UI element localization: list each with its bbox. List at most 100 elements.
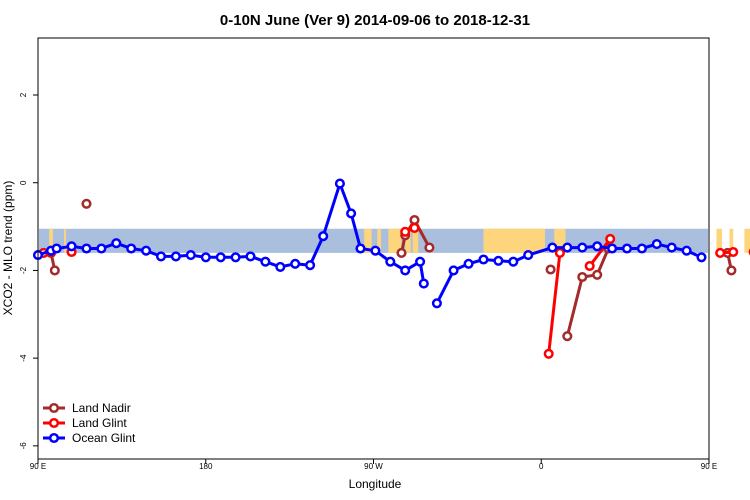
ocean-glint-point — [185, 250, 196, 261]
legend-swatch-marker — [48, 432, 60, 444]
chart-title: 0-10N June (Ver 9) 2014-09-06 to 2018-12… — [220, 12, 530, 29]
legend-label: Land Glint — [72, 416, 127, 430]
land-nadir-point — [49, 265, 60, 276]
legend-swatch-marker — [48, 417, 60, 429]
ocean-glint-point — [621, 243, 633, 254]
ocean-glint-point — [305, 260, 316, 271]
land-patch — [554, 228, 566, 253]
land-patch — [388, 228, 402, 253]
x-tick-label: 0 — [539, 462, 544, 471]
land-nadir-point — [726, 265, 737, 276]
ocean-glint-point — [275, 261, 286, 272]
ocean-glint-point — [245, 251, 256, 262]
legend-label: Land Nadir — [72, 401, 131, 415]
y-axis-label: XCO2 - MLO trend (ppm) — [1, 181, 15, 316]
land-nadir-line — [565, 247, 610, 337]
ocean-glint-point — [230, 252, 241, 263]
y-tick-label: -6 — [19, 442, 28, 450]
ocean-glint-point — [415, 256, 426, 267]
ocean-glint-point — [562, 242, 573, 253]
land-patch — [412, 228, 419, 253]
ocean-glint-point — [111, 238, 122, 249]
ocean-glint-point — [448, 265, 459, 276]
land-glint-point — [728, 246, 739, 258]
y-axis: 2 0 -2 -4 -6 — [19, 92, 38, 449]
land-patch — [364, 228, 372, 253]
ocean-glint-point — [318, 231, 329, 242]
ocean-glint-point — [290, 258, 301, 269]
legend-swatch-marker — [48, 402, 60, 414]
land-patch — [744, 228, 750, 253]
x-tick-label: 90 W — [364, 462, 383, 471]
x-tick-label: 90 E — [701, 462, 717, 471]
ocean-glint-point — [418, 278, 429, 289]
legend-label: Ocean Glint — [72, 431, 136, 445]
plot-frame — [37, 37, 710, 460]
ocean-glint-point — [636, 243, 647, 254]
land-glint-point — [584, 260, 595, 272]
land-nadir-point — [562, 331, 573, 342]
plot-background — [39, 228, 750, 253]
land-patch — [405, 228, 411, 253]
land-patch — [483, 228, 545, 253]
x-axis: 90 E 180 90 W 0 90 E — [30, 459, 717, 471]
land-nadir-point — [409, 214, 420, 226]
ocean-glint-point — [508, 256, 519, 267]
legend-item-land-glint: Land Glint — [43, 416, 127, 430]
ocean-glint-point — [577, 242, 588, 253]
ocean-glint-point — [66, 241, 77, 252]
ocean-glint-point — [126, 243, 137, 254]
land-patch — [377, 228, 381, 253]
ocean-glint-point — [260, 256, 271, 267]
series-layer — [32, 178, 750, 359]
ocean-glint-point — [155, 251, 167, 262]
ocean-glint-point — [346, 208, 357, 219]
series-ocean-glint — [32, 178, 707, 309]
land-glint-point — [409, 222, 420, 233]
land-glint-point — [400, 226, 411, 237]
legend-item-land-nadir: Land Nadir — [43, 401, 131, 415]
ocean-glint-point — [370, 245, 381, 256]
ocean-glint-point — [215, 252, 226, 263]
land-patch — [49, 228, 53, 253]
land-nadir-point — [396, 247, 407, 258]
land-glint-point — [605, 233, 616, 244]
ocean-glint-point — [141, 245, 152, 256]
ocean-glint-point — [592, 241, 603, 252]
ocean-glint-point — [96, 243, 107, 254]
land-patch — [64, 228, 66, 253]
land-nadir-point — [592, 269, 603, 280]
y-tick-label: 0 — [19, 180, 28, 185]
ocean-glint-point — [400, 265, 411, 276]
ocean-glint-point — [681, 245, 692, 256]
land-nadir-point — [577, 271, 588, 283]
land-patch — [716, 228, 723, 253]
ocean-glint-point — [666, 242, 677, 253]
land-glint-point — [554, 247, 565, 258]
ocean-glint-point — [547, 242, 558, 253]
ocean-glint-point — [607, 243, 618, 254]
land-patch — [729, 228, 734, 253]
ocean-glint-point — [355, 243, 366, 254]
ocean-glint-point — [696, 252, 707, 263]
land-glint-line — [547, 252, 562, 354]
ocean-glint-point — [493, 255, 504, 266]
ocean-glint-point — [431, 298, 442, 309]
land-nadir-point — [424, 242, 435, 253]
y-tick-label: -4 — [19, 354, 28, 362]
land-glint-point — [543, 348, 554, 359]
ocean-glint-point — [81, 243, 92, 254]
legend-item-ocean-glint: Ocean Glint — [43, 431, 136, 445]
x-tick-label: 180 — [199, 462, 213, 471]
x-axis-label: Longitude — [349, 477, 402, 491]
ocean-glint-point — [523, 250, 534, 261]
y-tick-label: -2 — [19, 266, 28, 274]
ocean-glint-point — [651, 239, 662, 250]
ocean-glint-point — [463, 258, 474, 269]
land-glint-line — [588, 237, 612, 267]
y-tick-label: 2 — [19, 92, 28, 97]
ocean-glint-point — [200, 252, 211, 263]
ocean-glint-point — [334, 178, 345, 189]
